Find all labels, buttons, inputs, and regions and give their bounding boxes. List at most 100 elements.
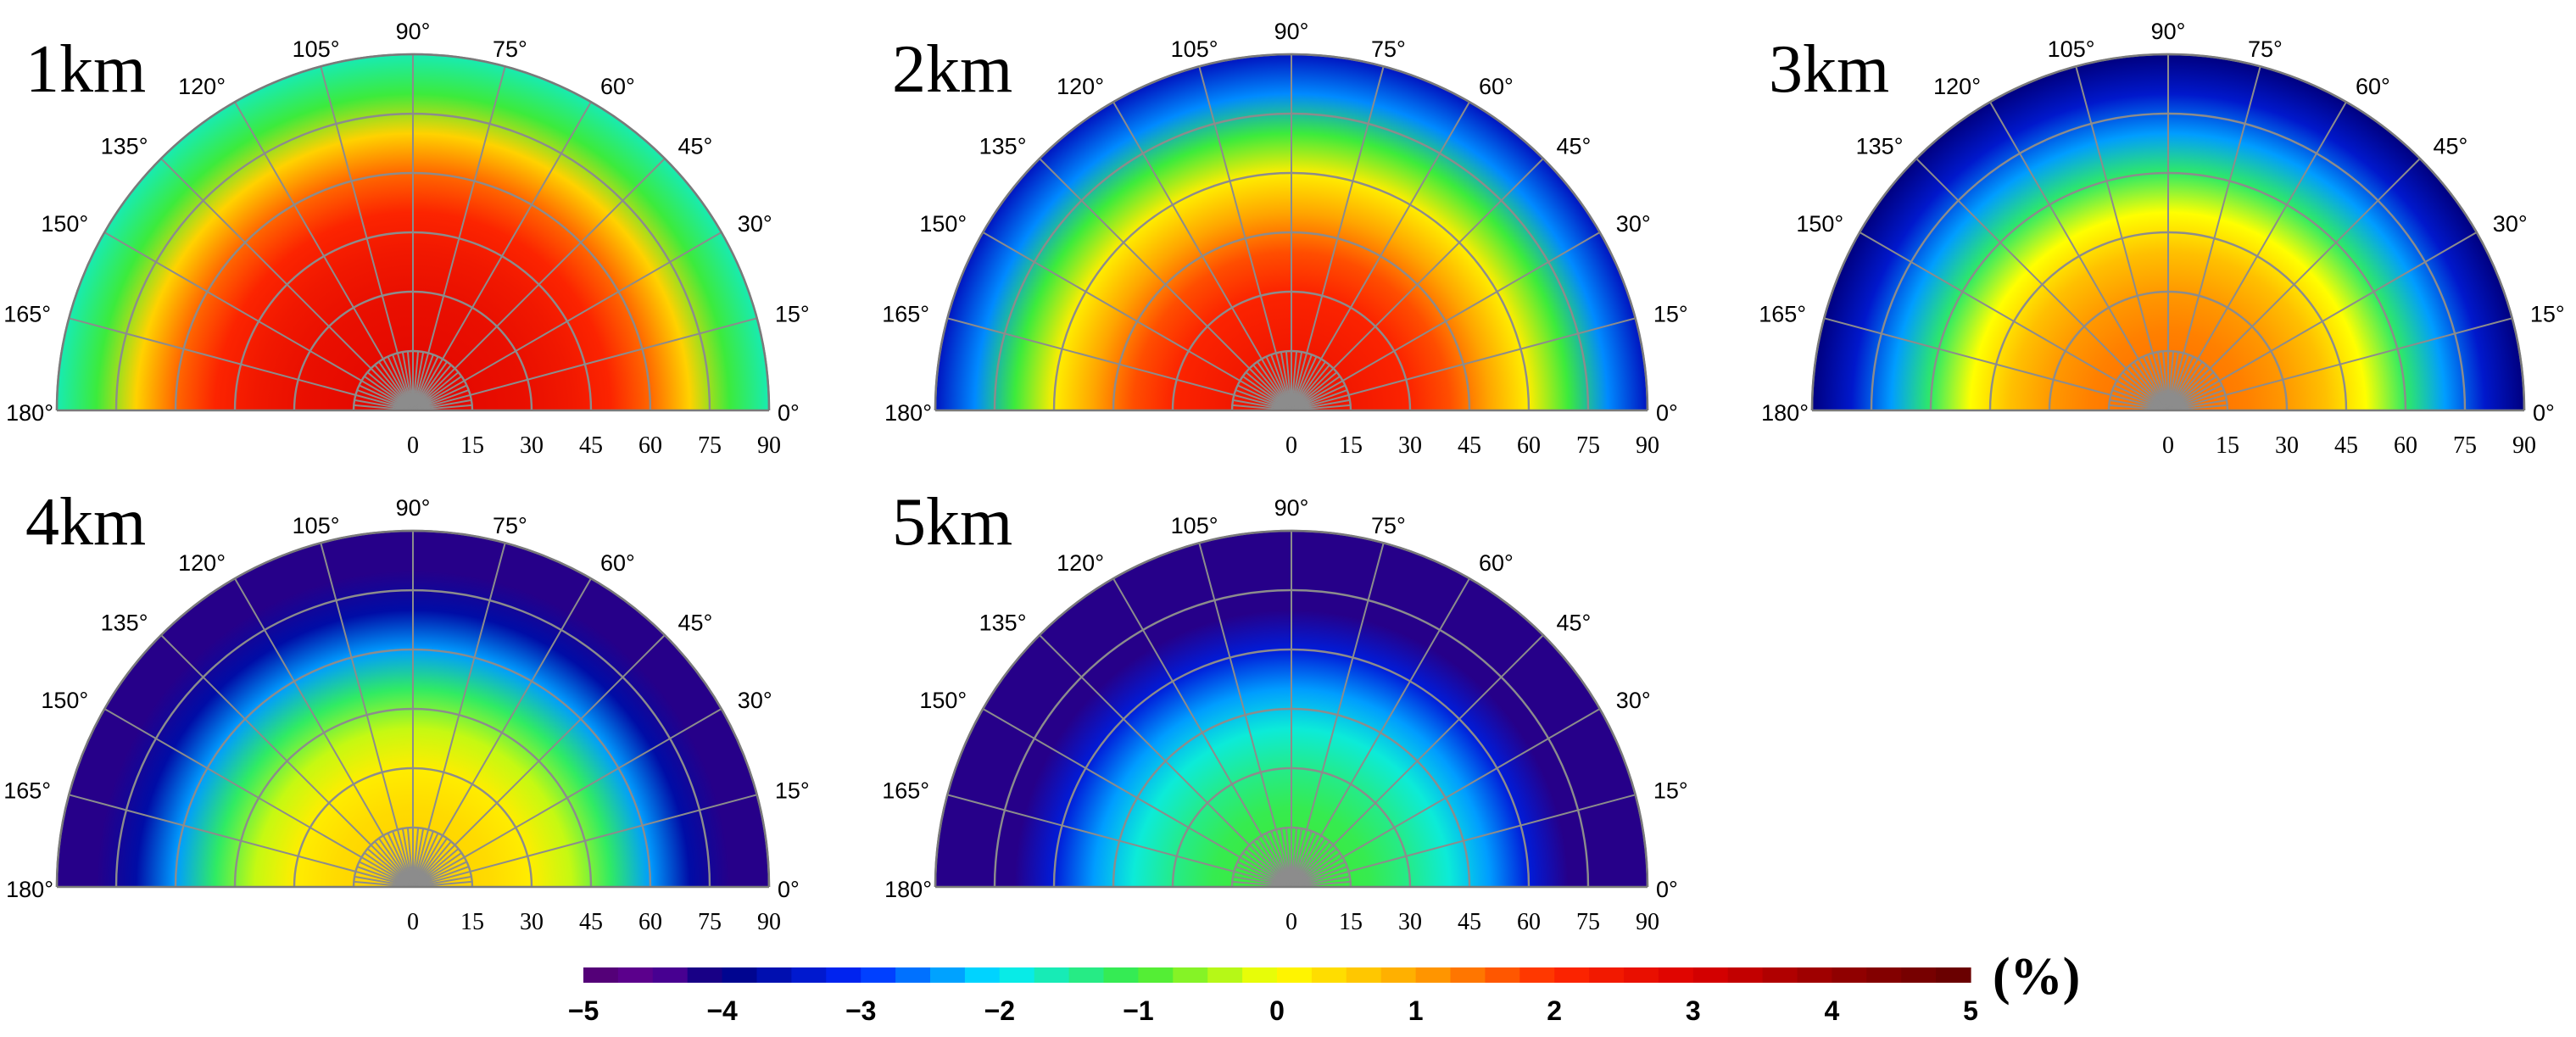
- angular-tick-label: 90°: [1274, 495, 1309, 521]
- angular-tick-label: 135°: [979, 610, 1027, 636]
- angular-tick-label: 45°: [1557, 610, 1592, 636]
- angular-tick-label: 0°: [2533, 400, 2555, 426]
- angular-gridline: [412, 231, 722, 411]
- angular-gridline: [412, 794, 757, 888]
- angular-tick-label: 30°: [1616, 688, 1651, 713]
- angular-tick-label: 90°: [396, 19, 431, 44]
- radial-tick-label: 15: [1339, 909, 1363, 935]
- angular-gridline: [1291, 351, 1303, 411]
- angular-gridline: [2122, 371, 2169, 411]
- angular-gridline: [234, 101, 414, 411]
- radial-tick-label: 45: [1458, 909, 1481, 935]
- colorbar-swatch: [1346, 967, 1382, 983]
- colorbar-swatch: [1173, 967, 1208, 983]
- outer-edge: [55, 529, 771, 888]
- angular-gridline: [392, 830, 414, 888]
- angular-gridline: [412, 828, 425, 888]
- colorbar-swatch: [895, 967, 931, 983]
- angular-gridline: [412, 356, 439, 411]
- colorbar-swatch: [1797, 967, 1832, 983]
- colorbar-swatch: [1485, 967, 1520, 983]
- angular-tick-label: 60°: [2356, 74, 2390, 99]
- colorbar-swatch: [1936, 967, 1971, 983]
- radial-tick-label: 15: [460, 909, 484, 935]
- radial-tick-label: 75: [698, 432, 722, 459]
- angular-gridline: [412, 830, 434, 888]
- angular-gridline: [354, 399, 414, 411]
- angular-gridline: [2167, 317, 2512, 411]
- colorbar-swatch: [583, 967, 619, 983]
- colorbar-tick-label: −1: [1123, 995, 1153, 1026]
- angular-tick-label: 30°: [1616, 211, 1651, 237]
- angular-tick-label: 120°: [1057, 74, 1104, 99]
- colorbar-swatch: [930, 967, 966, 983]
- angular-gridline: [2167, 356, 2194, 411]
- radial-tick-label: 45: [579, 909, 603, 935]
- colorbar-tick-label: −5: [568, 995, 599, 1026]
- angular-tick-label: 135°: [101, 134, 148, 159]
- colorbar-tick-label: 1: [1408, 995, 1424, 1026]
- angular-tick-label: 0°: [1656, 877, 1678, 902]
- outer-edge: [1810, 53, 2526, 411]
- colorbar-tick-label: 5: [1963, 995, 1978, 1026]
- colorbar-swatch: [1624, 967, 1659, 983]
- colorbar-swatch: [1138, 967, 1174, 983]
- angular-gridline: [1291, 364, 1330, 411]
- angular-tick-label: 180°: [1761, 400, 1809, 426]
- angular-tick-label: 45°: [678, 134, 713, 159]
- colorbar-ticks: −5 −4 −3 −2 −1 0 1 2 3 4 5: [568, 995, 1978, 1026]
- angular-gridline: [1285, 828, 1292, 888]
- outer-edge: [934, 53, 1649, 411]
- angular-gridline: [1291, 101, 1470, 411]
- colorbar-swatch: [1832, 967, 1867, 983]
- angular-gridline: [412, 861, 467, 888]
- angular-tick-label: 165°: [1759, 302, 1806, 327]
- angular-gridline: [364, 852, 414, 888]
- angular-tick-label: 120°: [1933, 74, 1981, 99]
- angular-tick-label: 105°: [293, 513, 340, 538]
- angular-gridline: [2167, 231, 2478, 411]
- angular-gridline: [2129, 364, 2169, 411]
- angular-tick-label: 15°: [1653, 778, 1688, 804]
- angular-gridline: [2167, 101, 2347, 411]
- angular-gridline: [160, 158, 414, 411]
- angular-gridline: [412, 543, 506, 888]
- colorbar-swatch: [1450, 967, 1486, 983]
- angular-gridline: [412, 66, 506, 411]
- angular-gridline: [378, 361, 414, 411]
- radial-tick-label: 75: [2453, 432, 2477, 459]
- angular-gridline: [392, 354, 414, 411]
- radial-tick-label: 60: [638, 432, 662, 459]
- colorbar-swatch: [1762, 967, 1798, 983]
- angular-gridline: [1252, 840, 1292, 888]
- angular-tick-label: 75°: [2248, 36, 2283, 62]
- radial-tick-label: 0: [407, 432, 419, 459]
- angular-gridline: [374, 840, 414, 888]
- angular-gridline: [1291, 848, 1338, 888]
- angular-gridline: [320, 543, 414, 888]
- angular-tick-label: 30°: [2493, 211, 2528, 237]
- angular-tick-label: 120°: [1057, 550, 1104, 576]
- radial-tick-label: 90: [1636, 432, 1659, 459]
- radial-tick-label: 75: [1576, 432, 1600, 459]
- angular-gridline: [356, 389, 414, 411]
- angular-gridline: [2133, 361, 2169, 411]
- angular-gridline: [1242, 376, 1292, 411]
- angular-gridline: [1280, 828, 1292, 888]
- angular-gridline: [1039, 634, 1292, 888]
- angular-gridline: [412, 833, 439, 888]
- angular-gridline: [412, 399, 472, 411]
- radial-tick-label: 0: [407, 909, 419, 935]
- panel-label: 1km: [25, 32, 146, 107]
- angular-gridline: [234, 577, 414, 888]
- colorbar-swatch: [1658, 967, 1694, 983]
- angular-gridline: [2167, 66, 2261, 411]
- angular-gridline: [412, 577, 592, 888]
- angular-gridline: [1291, 66, 1385, 411]
- angular-gridline: [1245, 371, 1292, 411]
- angular-gridline: [2167, 351, 2180, 411]
- angular-gridline: [406, 351, 414, 411]
- angular-gridline: [1291, 361, 1326, 411]
- angular-gridline: [412, 158, 666, 411]
- colorbar-swatch: [1207, 967, 1243, 983]
